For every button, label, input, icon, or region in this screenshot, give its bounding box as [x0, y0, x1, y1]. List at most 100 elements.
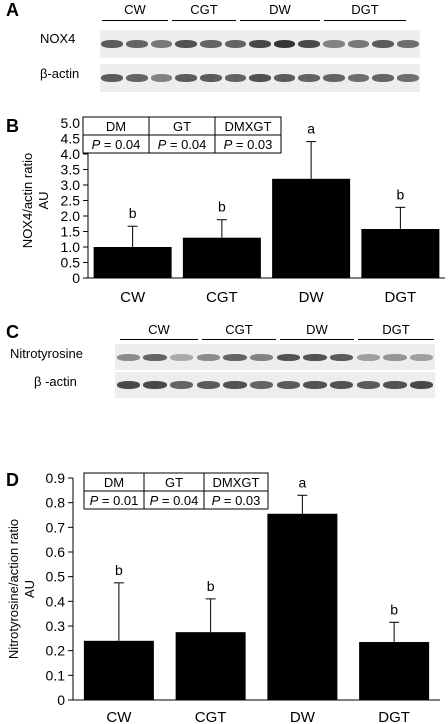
y-axis-label-line2: AU	[36, 191, 51, 209]
nox4-bar-chart: 00.51.01.52.02.53.03.54.04.55.0 NOX4/acti…	[20, 115, 445, 306]
nox4-band	[323, 40, 345, 48]
y-tick-label: 0.3	[46, 618, 66, 634]
panel-c-group-line-dw	[280, 339, 354, 340]
stats-header-dm: DM	[106, 119, 126, 134]
significance-letter-dgt: b	[390, 601, 398, 617]
beta-actin-c-band	[409, 381, 434, 389]
beta-actin-c-band	[116, 381, 141, 389]
y-tick-label: 2.0	[61, 208, 81, 224]
stats-header-dm: DM	[104, 475, 124, 490]
y-tick-label: 3.0	[61, 177, 81, 193]
beta-actin-c-band	[143, 381, 167, 389]
stats-value-dm: P = 0.01	[90, 493, 139, 508]
panel-c-group-line-dgt	[358, 339, 434, 340]
y-axis-label-line1: Nitrotyrosine/action ratio	[6, 519, 21, 659]
nitrotyrosine-band	[196, 353, 221, 361]
nitrotyrosine-band	[249, 353, 274, 361]
panel-a-group-line-cgt	[172, 20, 236, 21]
beta-actin-a-band	[175, 74, 197, 82]
x-tick-label-dgt: DGT	[378, 709, 410, 724]
nox4-blot-image	[100, 30, 420, 58]
beta-actin-row-label-c: β -actin	[34, 374, 77, 389]
stats-value-gt: P = 0.04	[158, 137, 207, 152]
significance-letter-dw: a	[298, 474, 306, 490]
nitrotyrosine-row-label: Nitrotyrosine	[10, 346, 83, 361]
y-tick-label: 1.0	[61, 239, 81, 255]
significance-letter-cgt: b	[207, 578, 215, 594]
y-tick-label: 0.2	[46, 643, 66, 659]
beta-actin-a-band	[396, 74, 419, 82]
beta-actin-c-band	[249, 381, 274, 389]
nox4-band	[175, 40, 197, 48]
nox4-band	[150, 40, 173, 48]
stats-value-dmxgt: P = 0.03	[212, 493, 261, 508]
nox4-band	[126, 40, 148, 48]
panel-a-group-line-dgt	[324, 20, 406, 21]
x-tick-label-cgt: CGT	[206, 289, 238, 306]
y-tick-label: 0.5	[61, 255, 81, 271]
y-axis-label-line2: AU	[22, 580, 37, 598]
panel-a-group-label-dgt: DGT	[351, 2, 379, 17]
bar-cgt	[182, 237, 261, 278]
panel-c-group-label-cgt: CGT	[225, 322, 253, 337]
panel-c-group-line-cw	[120, 339, 198, 340]
y-tick-label: 0	[72, 270, 80, 286]
panel-a-group-line-cw	[102, 20, 168, 21]
nitrotyrosine-band	[329, 353, 354, 361]
x-tick-label-cw: CW	[120, 289, 146, 306]
bar-dgt	[361, 229, 440, 278]
bar-dw	[272, 178, 351, 278]
x-tick-label-cw: CW	[106, 709, 132, 724]
y-tick-label: 4.5	[61, 131, 81, 147]
panel-c-group-line-cgt	[202, 339, 276, 340]
nitrotyrosine-band	[169, 353, 194, 361]
y-tick-label: 1.5	[61, 224, 81, 240]
stats-header-dmxgt: DMXGT	[213, 475, 260, 490]
nox4-row-label: NOX4	[40, 31, 76, 46]
y-tick-label: 2.5	[61, 193, 81, 209]
bar-dgt	[359, 642, 430, 700]
beta-actin-c-band	[303, 381, 327, 389]
panel-a-group-line-dw	[240, 20, 320, 21]
y-axis-label-line1: NOX4/actin ratio	[20, 153, 35, 248]
y-tick-label: 5.0	[61, 115, 81, 131]
panel-c-group-label-dw: DW	[306, 322, 328, 337]
beta-actin-a-band	[347, 74, 370, 82]
nox4-band	[347, 40, 370, 48]
panel-a-group-label-cw: CW	[124, 2, 146, 17]
nitrotyrosine-band	[223, 353, 247, 361]
bar-cw	[83, 640, 154, 700]
beta-actin-a-band	[298, 74, 321, 82]
significance-letter-cgt: b	[218, 199, 226, 215]
nox4-band	[273, 40, 296, 48]
significance-letter-cw: b	[129, 205, 137, 221]
beta-actin-a-band	[323, 74, 345, 82]
y-tick-label: 0	[57, 692, 65, 708]
beta-actin-a-band	[249, 74, 271, 82]
y-tick-label: 0.6	[46, 544, 66, 560]
beta-actin-c-band	[276, 381, 301, 389]
significance-letter-dw: a	[307, 121, 315, 137]
panel-d-letter: D	[6, 470, 19, 490]
bar-dw	[267, 513, 338, 700]
panel-a-group-label-dw: DW	[269, 2, 291, 17]
y-tick-label: 4.0	[61, 146, 81, 162]
stats-header-dmxgt: DMXGT	[225, 119, 272, 134]
beta-actin-a-band	[224, 74, 247, 82]
x-tick-label-cgt: CGT	[195, 709, 227, 724]
nitrotyrosine-band	[276, 353, 301, 361]
y-tick-label: 0.8	[46, 495, 66, 511]
nox4-band	[249, 40, 271, 48]
panel-c-group-label-cw: CW	[148, 322, 170, 337]
significance-letter-dgt: b	[396, 186, 404, 202]
beta-actin-a-band	[101, 74, 124, 82]
nitrotyrosine-band	[116, 353, 141, 361]
y-tick-label: 0.7	[46, 519, 66, 535]
nitrotyrosine-band	[383, 353, 407, 361]
x-tick-label-dw: DW	[290, 709, 316, 724]
x-tick-label-dw: DW	[299, 289, 325, 306]
panel-a-group-label-cgt: CGT	[190, 2, 218, 17]
stats-value-dmxgt: P = 0.03	[224, 137, 273, 152]
stats-header-gt: GT	[173, 119, 191, 134]
beta-actin-c-band	[383, 381, 407, 389]
